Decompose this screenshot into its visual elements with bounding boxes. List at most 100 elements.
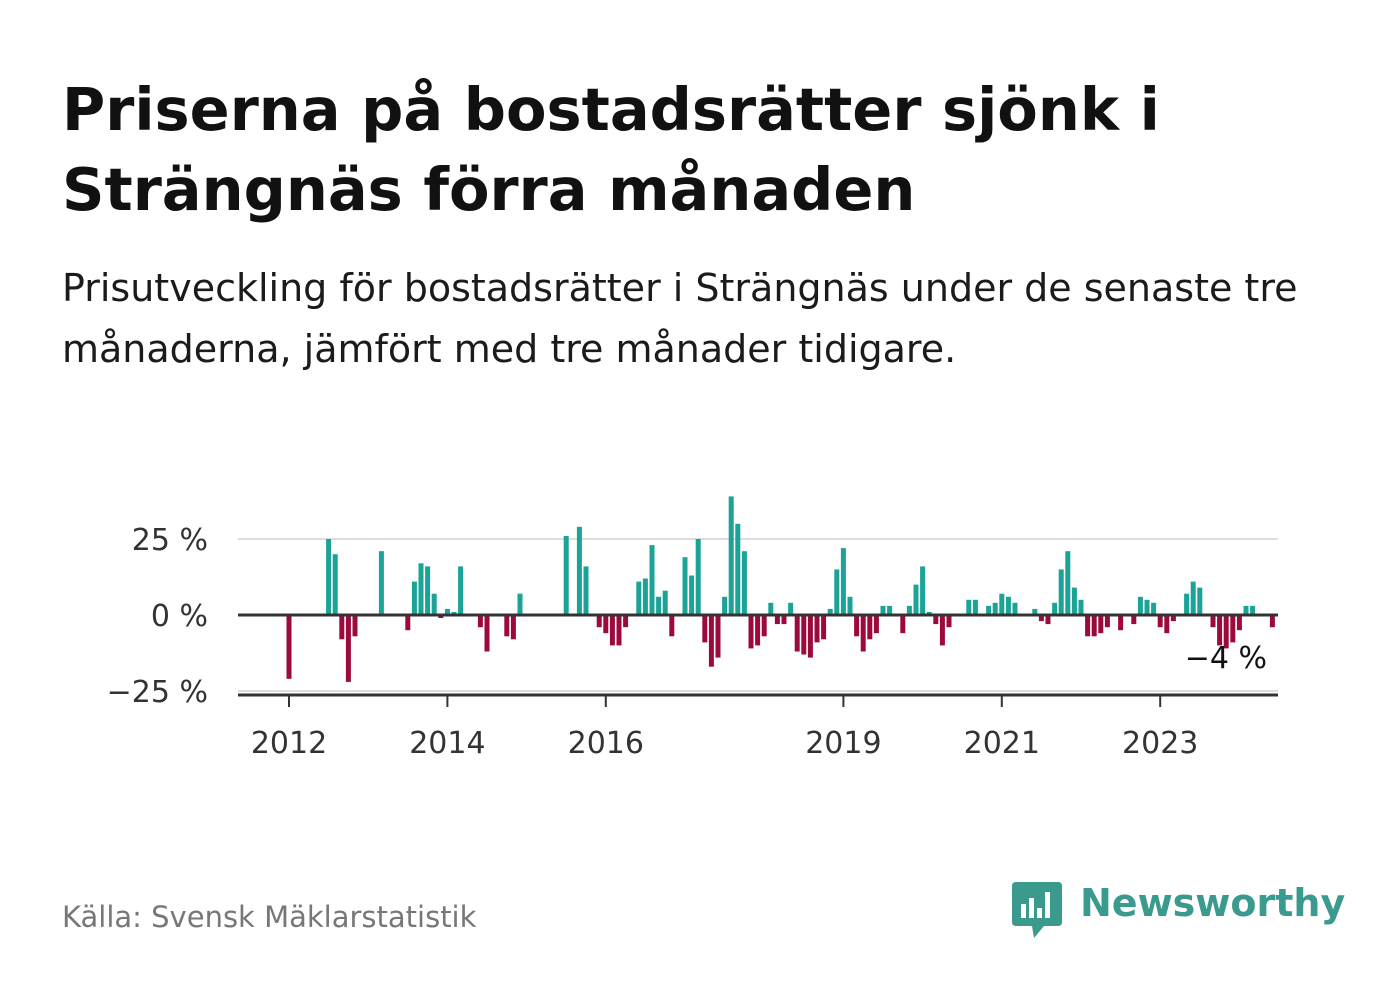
bar bbox=[669, 615, 675, 637]
bar bbox=[755, 615, 761, 646]
bar bbox=[682, 557, 688, 615]
bar bbox=[920, 566, 926, 615]
x-tick-label: 2019 bbox=[805, 726, 881, 761]
bar bbox=[623, 615, 629, 628]
x-tick-label: 2021 bbox=[964, 726, 1040, 761]
bar bbox=[966, 599, 972, 615]
bar bbox=[418, 563, 424, 615]
bar bbox=[642, 578, 648, 615]
bar bbox=[728, 496, 734, 615]
bar bbox=[814, 615, 820, 643]
bar bbox=[761, 615, 767, 637]
bar bbox=[1184, 593, 1190, 615]
bar bbox=[827, 608, 833, 615]
bar bbox=[1038, 615, 1044, 622]
bar bbox=[999, 593, 1005, 615]
y-tick-label: 25 % bbox=[132, 523, 208, 558]
bar bbox=[345, 615, 351, 682]
bar bbox=[689, 575, 695, 615]
bar bbox=[352, 615, 358, 637]
bar bbox=[1170, 615, 1176, 622]
source-note: Källa: Svensk Mäklarstatistik bbox=[62, 900, 477, 934]
bar bbox=[339, 615, 345, 640]
bar bbox=[933, 615, 939, 625]
bar bbox=[649, 545, 655, 615]
newsworthy-logo-icon bbox=[1012, 882, 1062, 938]
bar bbox=[1250, 605, 1256, 615]
axes bbox=[238, 613, 1278, 707]
bar bbox=[1104, 615, 1110, 628]
bar bbox=[596, 615, 602, 628]
bar bbox=[1098, 615, 1104, 634]
bar bbox=[636, 581, 642, 615]
bar bbox=[425, 566, 431, 615]
bar bbox=[656, 596, 662, 615]
x-tick-label: 2014 bbox=[409, 726, 485, 761]
bar bbox=[1144, 599, 1150, 615]
grid-lines bbox=[238, 538, 1278, 692]
bar bbox=[695, 539, 701, 615]
bar bbox=[972, 599, 978, 615]
bar bbox=[1243, 605, 1249, 615]
bar bbox=[840, 548, 846, 615]
brand-name: Newsworthy bbox=[1080, 881, 1346, 925]
bar-series bbox=[286, 496, 1275, 682]
bar bbox=[1131, 615, 1137, 625]
bar bbox=[900, 615, 906, 634]
x-tick-label: 2012 bbox=[251, 726, 327, 761]
bar bbox=[1151, 602, 1157, 615]
bar bbox=[576, 526, 582, 615]
bar bbox=[715, 615, 721, 658]
chart-subtitle: Prisutveckling för bostadsrätter i Strän… bbox=[62, 266, 1298, 371]
bar bbox=[1085, 615, 1091, 637]
bar bbox=[1078, 599, 1084, 615]
bar bbox=[1071, 587, 1077, 615]
x-tick-labels: 2012 2014 2016 2019 2021 2023 bbox=[251, 726, 1199, 761]
bar bbox=[609, 615, 615, 646]
bar bbox=[458, 566, 464, 615]
bar bbox=[939, 615, 945, 646]
bar bbox=[821, 615, 827, 640]
bar bbox=[1230, 615, 1236, 643]
bar bbox=[748, 615, 754, 649]
bar bbox=[510, 615, 516, 640]
bar bbox=[781, 615, 787, 625]
bar bbox=[913, 584, 919, 615]
bar bbox=[887, 605, 893, 615]
bar bbox=[517, 593, 523, 615]
bar bbox=[946, 615, 952, 628]
bar bbox=[603, 615, 609, 634]
y-tick-label: 0 % bbox=[151, 599, 208, 634]
bar bbox=[583, 566, 589, 615]
x-tick-label: 2023 bbox=[1122, 726, 1198, 761]
bar bbox=[405, 615, 411, 631]
bar bbox=[847, 596, 853, 615]
bar bbox=[444, 608, 450, 615]
bar bbox=[477, 615, 483, 628]
bar bbox=[1157, 615, 1163, 628]
bar bbox=[702, 615, 708, 643]
bar bbox=[801, 615, 807, 655]
bar bbox=[1091, 615, 1097, 637]
bar bbox=[662, 590, 668, 615]
bar bbox=[1058, 569, 1064, 615]
chart-title: Priserna på bostadsrätter sjönk i Sträng… bbox=[62, 75, 1160, 224]
last-value-annotation: −4 % bbox=[1185, 641, 1267, 676]
bar bbox=[1137, 596, 1143, 615]
bar bbox=[741, 551, 747, 615]
bar bbox=[854, 615, 860, 637]
bar bbox=[768, 602, 774, 615]
bar bbox=[774, 615, 780, 625]
bar bbox=[873, 615, 879, 634]
bar bbox=[834, 569, 840, 615]
y-tick-label: −25 % bbox=[107, 675, 208, 710]
bar bbox=[735, 523, 741, 615]
bar bbox=[1269, 615, 1275, 628]
bar bbox=[1005, 596, 1011, 615]
bar bbox=[326, 539, 332, 615]
y-tick-labels: 25 % 0 % −25 % bbox=[107, 523, 208, 710]
bar bbox=[504, 615, 510, 637]
bar bbox=[722, 596, 728, 615]
bar bbox=[1012, 602, 1018, 615]
bar bbox=[1197, 587, 1203, 615]
